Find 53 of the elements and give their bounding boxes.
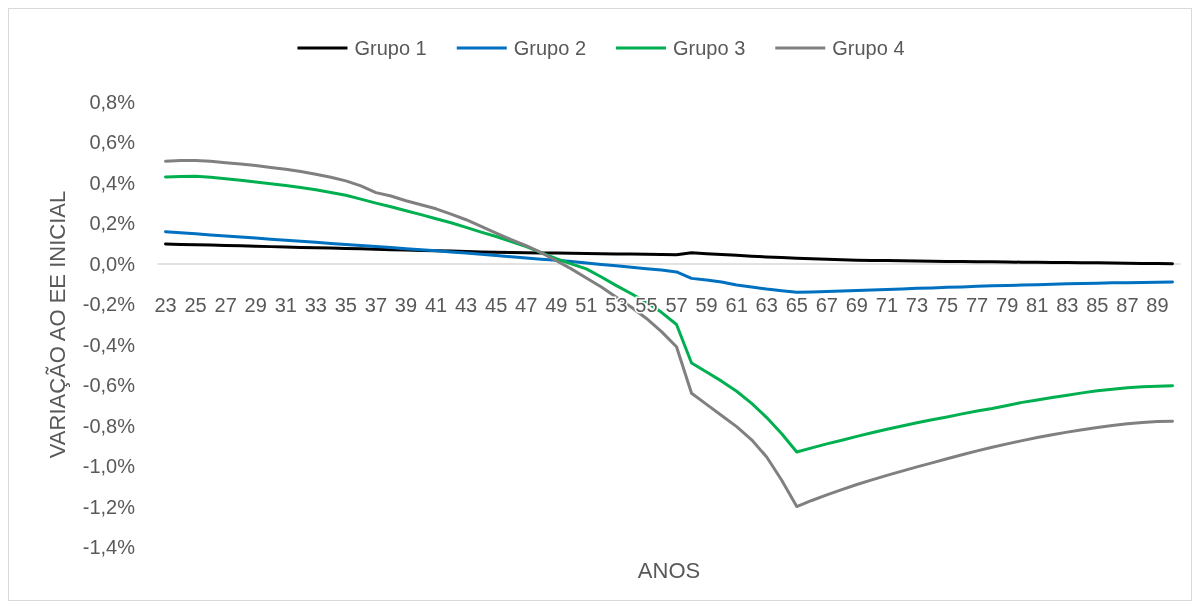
y-tick-label: -1,4% <box>82 536 136 558</box>
x-tick-label: 45 <box>485 293 508 316</box>
y-tick-label: 0,8% <box>89 91 136 113</box>
x-tick-label: 81 <box>1026 293 1049 316</box>
x-tick-label: 77 <box>965 293 989 316</box>
x-tick-label: 61 <box>725 293 748 316</box>
y-tick-label: 0,2% <box>89 212 136 235</box>
x-tick-label: 35 <box>334 293 357 316</box>
x-tick-label: 67 <box>815 293 838 316</box>
y-tick-label: -0,6% <box>82 374 136 397</box>
x-tick-label: 33 <box>304 293 327 316</box>
y-axis-title: VARIAÇÃO AO EE INICIAL <box>44 190 70 459</box>
x-tick-label: 23 <box>154 293 177 316</box>
x-tick-label: 53 <box>605 293 628 316</box>
line-series <box>164 230 1174 294</box>
x-tick-label: 37 <box>364 293 388 316</box>
x-tick-label: 63 <box>755 293 778 316</box>
x-tick-label: 47 <box>515 293 538 316</box>
x-tick-label: 31 <box>274 293 297 316</box>
x-tick-label: 75 <box>935 293 959 316</box>
x-tick-label: 85 <box>1086 293 1109 316</box>
x-tick-label: 89 <box>1146 293 1169 316</box>
x-tick-label: 73 <box>905 293 929 316</box>
legend-label: Grupo 1 <box>354 37 427 59</box>
x-tick-label: 43 <box>454 293 478 316</box>
x-tick-label: 71 <box>875 293 899 316</box>
x-tick-label: 79 <box>996 293 1019 316</box>
x-tick-label: 57 <box>665 293 688 316</box>
x-tick-label: 83 <box>1056 293 1079 316</box>
y-tick-label: 0,6% <box>89 131 136 154</box>
legend-label: Grupo 3 <box>673 37 746 59</box>
y-tick-label: -0,2% <box>82 293 136 316</box>
x-tick-label: 69 <box>845 293 868 316</box>
x-tick-label: 27 <box>214 293 237 316</box>
y-tick-label: 0,0% <box>89 252 136 275</box>
y-tick-label: -0,8% <box>82 414 136 437</box>
legend-label: Grupo 2 <box>513 37 586 59</box>
y-tick-label: -0,4% <box>82 333 136 356</box>
x-tick-label: 29 <box>244 293 267 316</box>
x-tick-label: 49 <box>545 293 568 316</box>
x-tick-label: 41 <box>424 293 448 316</box>
x-tick-label: 39 <box>394 293 418 316</box>
x-tick-label: 51 <box>575 293 598 316</box>
y-tick-label: -1,0% <box>82 455 136 478</box>
x-tick-label: 87 <box>1116 293 1139 316</box>
x-tick-label: 25 <box>184 293 207 316</box>
x-tick-label: 59 <box>695 293 718 316</box>
y-tick-label: -1,2% <box>82 495 136 518</box>
line-series <box>164 242 1174 266</box>
x-tick-label: 65 <box>785 293 808 316</box>
legend-label: Grupo 4 <box>832 37 905 59</box>
x-axis-title: ANOS <box>637 557 701 583</box>
y-tick-label: 0,4% <box>89 171 136 194</box>
